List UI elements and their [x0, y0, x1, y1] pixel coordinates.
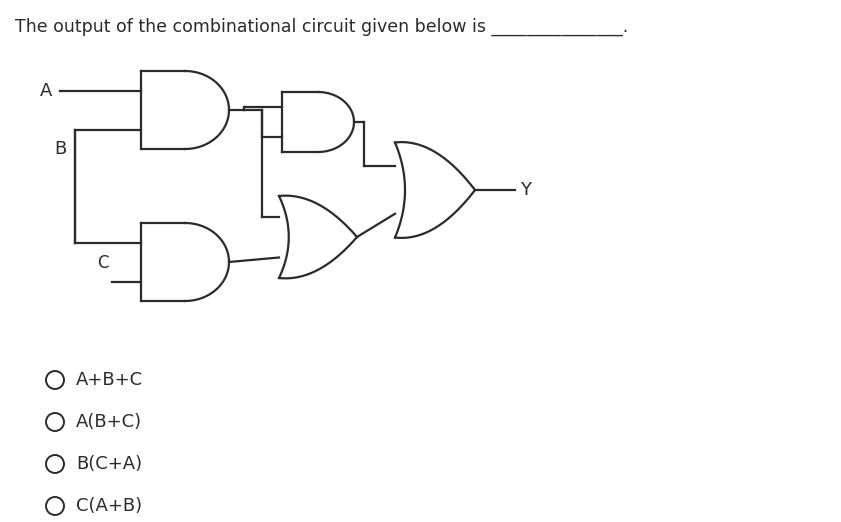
Text: B(C+A): B(C+A)	[76, 455, 142, 473]
Text: A: A	[40, 81, 52, 100]
Text: Y: Y	[520, 181, 531, 199]
Text: The output of the combinational circuit given below is _______________.: The output of the combinational circuit …	[15, 18, 628, 36]
Text: A+B+C: A+B+C	[76, 371, 143, 389]
Text: B: B	[55, 140, 67, 159]
Text: A(B+C): A(B+C)	[76, 413, 142, 431]
Text: C(A+B): C(A+B)	[76, 497, 142, 515]
Text: C: C	[98, 254, 109, 271]
